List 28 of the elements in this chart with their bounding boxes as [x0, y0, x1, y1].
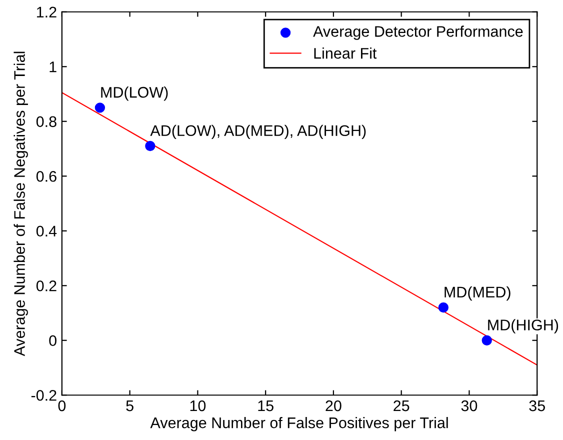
legend-label: Linear Fit — [314, 48, 377, 59]
annotation: MD(LOW) — [101, 86, 168, 101]
y-tick-label: 1 — [50, 62, 56, 72]
point — [145, 140, 156, 152]
y-tick-label: 1.2 — [37, 6, 56, 18]
x-tick-label: 15 — [258, 400, 274, 412]
y-tick-label: 0.2 — [36, 280, 56, 292]
legend-label: Average Detector Performance — [313, 26, 523, 40]
y-tick-label: 0 — [49, 335, 56, 346]
point — [94, 102, 106, 113]
x-tick-label: 30 — [461, 400, 478, 412]
point — [438, 302, 449, 313]
y-tick-label: -0.2 — [31, 390, 56, 401]
x-tick-label: 35 — [529, 400, 545, 412]
annotation: MD(HIGH) — [488, 319, 558, 334]
annotation: AD(LOW), AD(MED), AD(HIGH) — [150, 124, 366, 140]
y-tick-label: 0.6 — [36, 170, 56, 182]
point — [482, 335, 492, 346]
y-axis-title: Average Number of False Negatives per Trial — [14, 52, 28, 356]
x-tick-label: 0 — [58, 400, 66, 412]
y-tick-label: 0.8 — [36, 116, 56, 128]
x-axis-title: Average Number of False Positives per Trial — [150, 417, 448, 432]
x-tick-label: 20 — [326, 400, 342, 412]
x-tick-label: 10 — [190, 400, 206, 412]
x-tick-label: 25 — [394, 400, 410, 412]
x-tick-label: 5 — [126, 400, 134, 412]
annotation: MD(MED) — [444, 286, 510, 301]
y-tick-label: 0.4 — [36, 226, 57, 237]
